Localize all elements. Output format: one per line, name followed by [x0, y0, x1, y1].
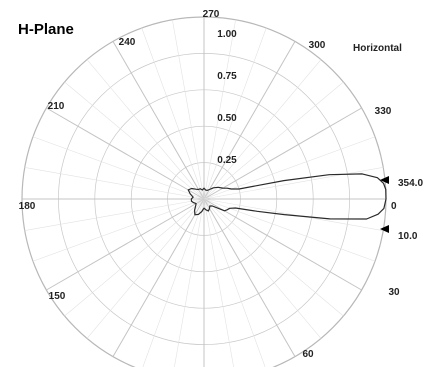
radial-tick-label: 0.50 — [217, 113, 237, 124]
polar-grid — [21, 16, 387, 367]
grid-spoke-300 — [203, 41, 296, 200]
angle-tick-label: 300 — [309, 40, 326, 51]
radial-tick-labels: 0.25 0.50 0.75 1.00 — [217, 29, 237, 166]
grid-spoke-150 — [46, 198, 205, 291]
grid-spoke-250 — [141, 27, 205, 200]
angle-tick-label: 270 — [203, 9, 220, 20]
grid-spoke-60 — [203, 198, 296, 357]
grid-spoke-230 — [86, 59, 205, 200]
series-layer — [187, 173, 387, 220]
grid-spoke-350 — [203, 167, 384, 200]
marker-label: 354.0 — [398, 178, 423, 189]
grid-spoke-310 — [203, 59, 322, 200]
grid-spoke-80 — [203, 198, 234, 367]
grid-spoke-170 — [24, 198, 205, 231]
grid-spoke-330 — [203, 107, 362, 200]
angle-tick-label: 60 — [302, 349, 314, 360]
grid-spoke-290 — [203, 27, 267, 200]
grid-spoke-20 — [203, 198, 376, 262]
grid-spoke-210 — [46, 107, 205, 200]
grid-spoke-140 — [64, 198, 205, 317]
grid-spoke-100 — [174, 198, 205, 367]
grid-spoke-240 — [112, 41, 205, 200]
grid-spoke-190 — [24, 167, 205, 200]
angle-tick-label: 180 — [19, 201, 36, 212]
radial-tick-label: 0.75 — [217, 71, 237, 82]
radial-tick-label: 1.00 — [217, 29, 237, 40]
grid-spoke-130 — [86, 198, 205, 339]
grid-spoke-200 — [32, 136, 205, 200]
angle-tick-label: 210 — [48, 101, 65, 112]
grid-spoke-40 — [203, 198, 344, 317]
series-0-line — [187, 173, 387, 220]
marker-triangle — [380, 176, 389, 184]
grid-spoke-220 — [64, 81, 205, 200]
grid-spoke-280 — [203, 19, 236, 200]
grid-spoke-260 — [172, 19, 205, 200]
angular-tick-labels: 270 300 330 0 30 60 150 180 210 240 — [19, 9, 400, 360]
grid-spoke-110 — [142, 198, 205, 367]
angle-tick-label: 240 — [119, 37, 136, 48]
legend-label: Horizontal — [353, 43, 402, 54]
grid-spoke-30 — [203, 198, 362, 291]
grid-spoke-320 — [203, 81, 344, 200]
grid-spoke-50 — [203, 198, 322, 339]
marker-layer: 354.0 10.0 — [380, 176, 423, 242]
grid-spoke-70 — [203, 198, 266, 367]
marker-triangle — [380, 225, 389, 233]
grid-spoke-160 — [32, 198, 205, 262]
grid-spoke-120 — [112, 198, 205, 357]
chart-title: H-Plane — [18, 21, 74, 38]
grid-spoke-10 — [203, 198, 384, 231]
marker-label: 10.0 — [398, 231, 418, 242]
angle-tick-label: 150 — [49, 291, 66, 302]
radial-tick-label: 0.25 — [217, 155, 237, 166]
angle-tick-label: 0 — [391, 201, 397, 212]
angle-tick-label: 30 — [388, 287, 400, 298]
angle-tick-label: 330 — [375, 106, 392, 117]
